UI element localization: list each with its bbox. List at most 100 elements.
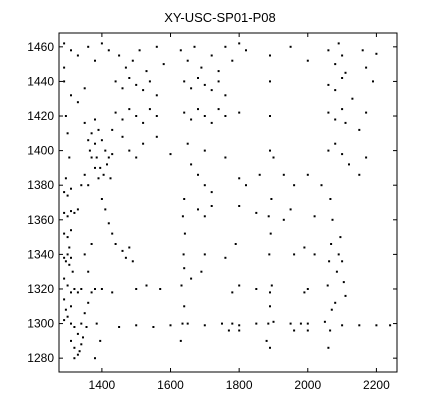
data-point [289, 322, 292, 325]
data-point [107, 49, 110, 52]
data-point [99, 166, 102, 169]
data-point [306, 173, 309, 176]
data-point [306, 322, 309, 325]
data-point [64, 115, 67, 117]
data-point [73, 326, 76, 328]
data-point [210, 191, 213, 194]
data-point [197, 77, 199, 79]
data-point [351, 97, 354, 100]
data-point [63, 232, 66, 235]
data-point [186, 322, 189, 325]
data-point [90, 291, 93, 294]
data-point [210, 89, 213, 92]
y-tick-label: 1280 [27, 351, 54, 365]
data-point [375, 52, 378, 55]
data-point [327, 111, 330, 114]
data-point [64, 308, 67, 311]
data-point [131, 260, 134, 263]
data-point [87, 301, 90, 304]
data-point [255, 322, 258, 325]
data-point [203, 215, 206, 218]
data-point [142, 142, 145, 145]
data-point [186, 142, 189, 145]
data-point [76, 101, 79, 104]
data-point [238, 205, 241, 207]
data-point [76, 291, 79, 294]
data-point [73, 288, 76, 290]
data-point [114, 243, 117, 245]
data-point [63, 298, 66, 301]
data-point [313, 253, 316, 256]
data-point [183, 111, 186, 114]
data-point [76, 208, 79, 211]
data-point [99, 339, 102, 342]
data-point [100, 288, 103, 290]
data-point [267, 215, 270, 218]
data-point [334, 89, 337, 92]
data-point [70, 210, 72, 213]
data-point [97, 177, 100, 180]
data-point [182, 253, 185, 256]
data-point [121, 135, 124, 138]
y-tick-label: 1380 [27, 178, 54, 192]
data-point [197, 108, 199, 111]
data-point [203, 83, 206, 86]
data-point [124, 66, 127, 69]
data-point [155, 115, 158, 117]
data-point [76, 332, 79, 335]
y-tick-label: 1320 [27, 282, 54, 296]
data-point [365, 156, 368, 159]
data-point [128, 246, 131, 249]
data-point [145, 284, 148, 287]
data-point [111, 128, 114, 131]
data-point [66, 284, 69, 287]
data-point [148, 108, 151, 111]
data-point [80, 322, 83, 325]
data-point [238, 284, 241, 287]
data-point [331, 218, 334, 221]
data-point [63, 66, 66, 69]
chart-title: XY-USC-SP01-P08 [164, 10, 276, 25]
data-point [70, 291, 72, 294]
data-point [162, 63, 165, 66]
data-point [361, 49, 364, 52]
data-point [70, 256, 72, 259]
data-point [289, 45, 292, 48]
data-point [94, 357, 96, 360]
data-point [100, 139, 103, 142]
data-point [269, 115, 271, 117]
data-point [83, 87, 86, 90]
data-point [303, 246, 306, 249]
data-point [190, 87, 193, 90]
data-point [107, 156, 110, 159]
data-point [203, 184, 206, 187]
data-point [63, 80, 66, 83]
data-point [323, 320, 326, 323]
data-point [334, 142, 337, 145]
data-point [344, 121, 347, 124]
data-point [66, 253, 69, 256]
data-point [114, 111, 117, 114]
data-point [68, 263, 71, 266]
y-tick-label: 1460 [27, 40, 54, 54]
data-point [330, 243, 333, 245]
data-point [76, 54, 79, 57]
data-point [87, 45, 90, 48]
data-point [85, 326, 88, 328]
data-point [66, 194, 69, 197]
data-point [337, 253, 340, 256]
data-point [179, 49, 182, 52]
data-point [190, 277, 193, 280]
plot-area-frame [58, 32, 398, 373]
data-point [328, 260, 331, 263]
data-point [183, 267, 186, 270]
data-point [169, 324, 172, 327]
data-point [238, 42, 241, 45]
data-point [293, 184, 296, 187]
data-point [221, 322, 223, 325]
data-point [306, 59, 309, 62]
data-point [128, 77, 131, 79]
data-point [269, 54, 271, 57]
